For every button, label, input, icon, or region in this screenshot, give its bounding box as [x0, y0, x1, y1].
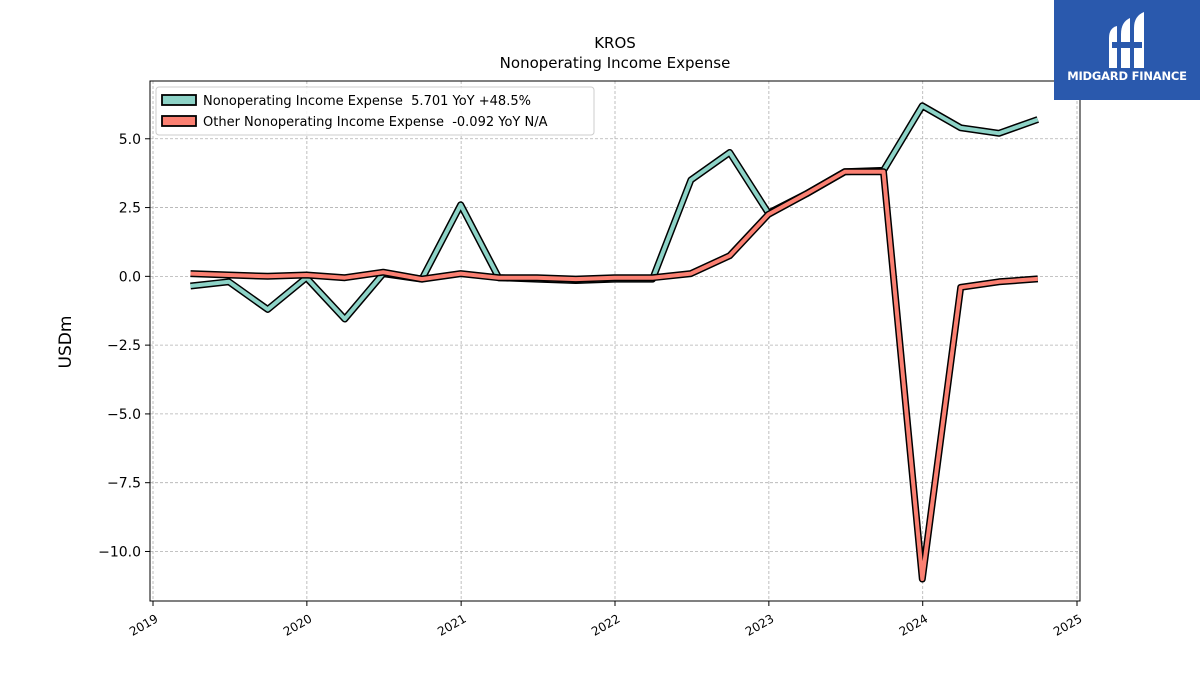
x-tick-label: 2023 [743, 611, 776, 638]
x-tick-label: 2022 [589, 611, 622, 638]
midgard-logo-icon [1109, 12, 1144, 68]
legend-box [155, 86, 595, 136]
logo-text: MIDGARD FINANCE [1067, 69, 1187, 83]
legend-label-other-nonoperating: Other Nonoperating Income Expense -0.092… [203, 115, 548, 130]
y-axis-label: USDm [56, 316, 76, 369]
series-line-other-nonoperating [190, 169, 1038, 581]
series-outline-other-nonoperating [190, 168, 1039, 583]
series-layer [190, 102, 1039, 583]
legend: Nonoperating Income Expense 5.701 YoY +4… [155, 86, 595, 136]
y-tick-label: −2.5 [107, 338, 141, 354]
midgard-finance-logo: MIDGARD FINANCE [1054, 0, 1200, 100]
legend-label-nonoperating: Nonoperating Income Expense 5.701 YoY +4… [203, 94, 531, 109]
legend-swatch-nonoperating [161, 94, 197, 106]
x-tick-label: 2021 [435, 611, 468, 638]
legend-swatch-other-nonoperating [161, 115, 197, 127]
series-line-nonoperating [190, 103, 1039, 321]
chart-subtitle: Nonoperating Income Expense [500, 54, 731, 72]
x-tick-label: 2019 [127, 611, 160, 638]
y-tick-label: −5.0 [107, 407, 141, 423]
chart-title: KROS [594, 34, 636, 52]
y-tick-label: −10.0 [98, 544, 141, 560]
x-tick-label: 2025 [1051, 611, 1084, 638]
x-tick-label: 2020 [281, 611, 314, 638]
grid [150, 81, 1080, 601]
y-tick-label: 2.5 [119, 201, 141, 217]
y-tick-label: −7.5 [107, 476, 141, 492]
y-tick-label: 5.0 [119, 132, 141, 148]
y-tick-label: 0.0 [119, 269, 141, 285]
x-tick-label: 2024 [897, 611, 930, 638]
